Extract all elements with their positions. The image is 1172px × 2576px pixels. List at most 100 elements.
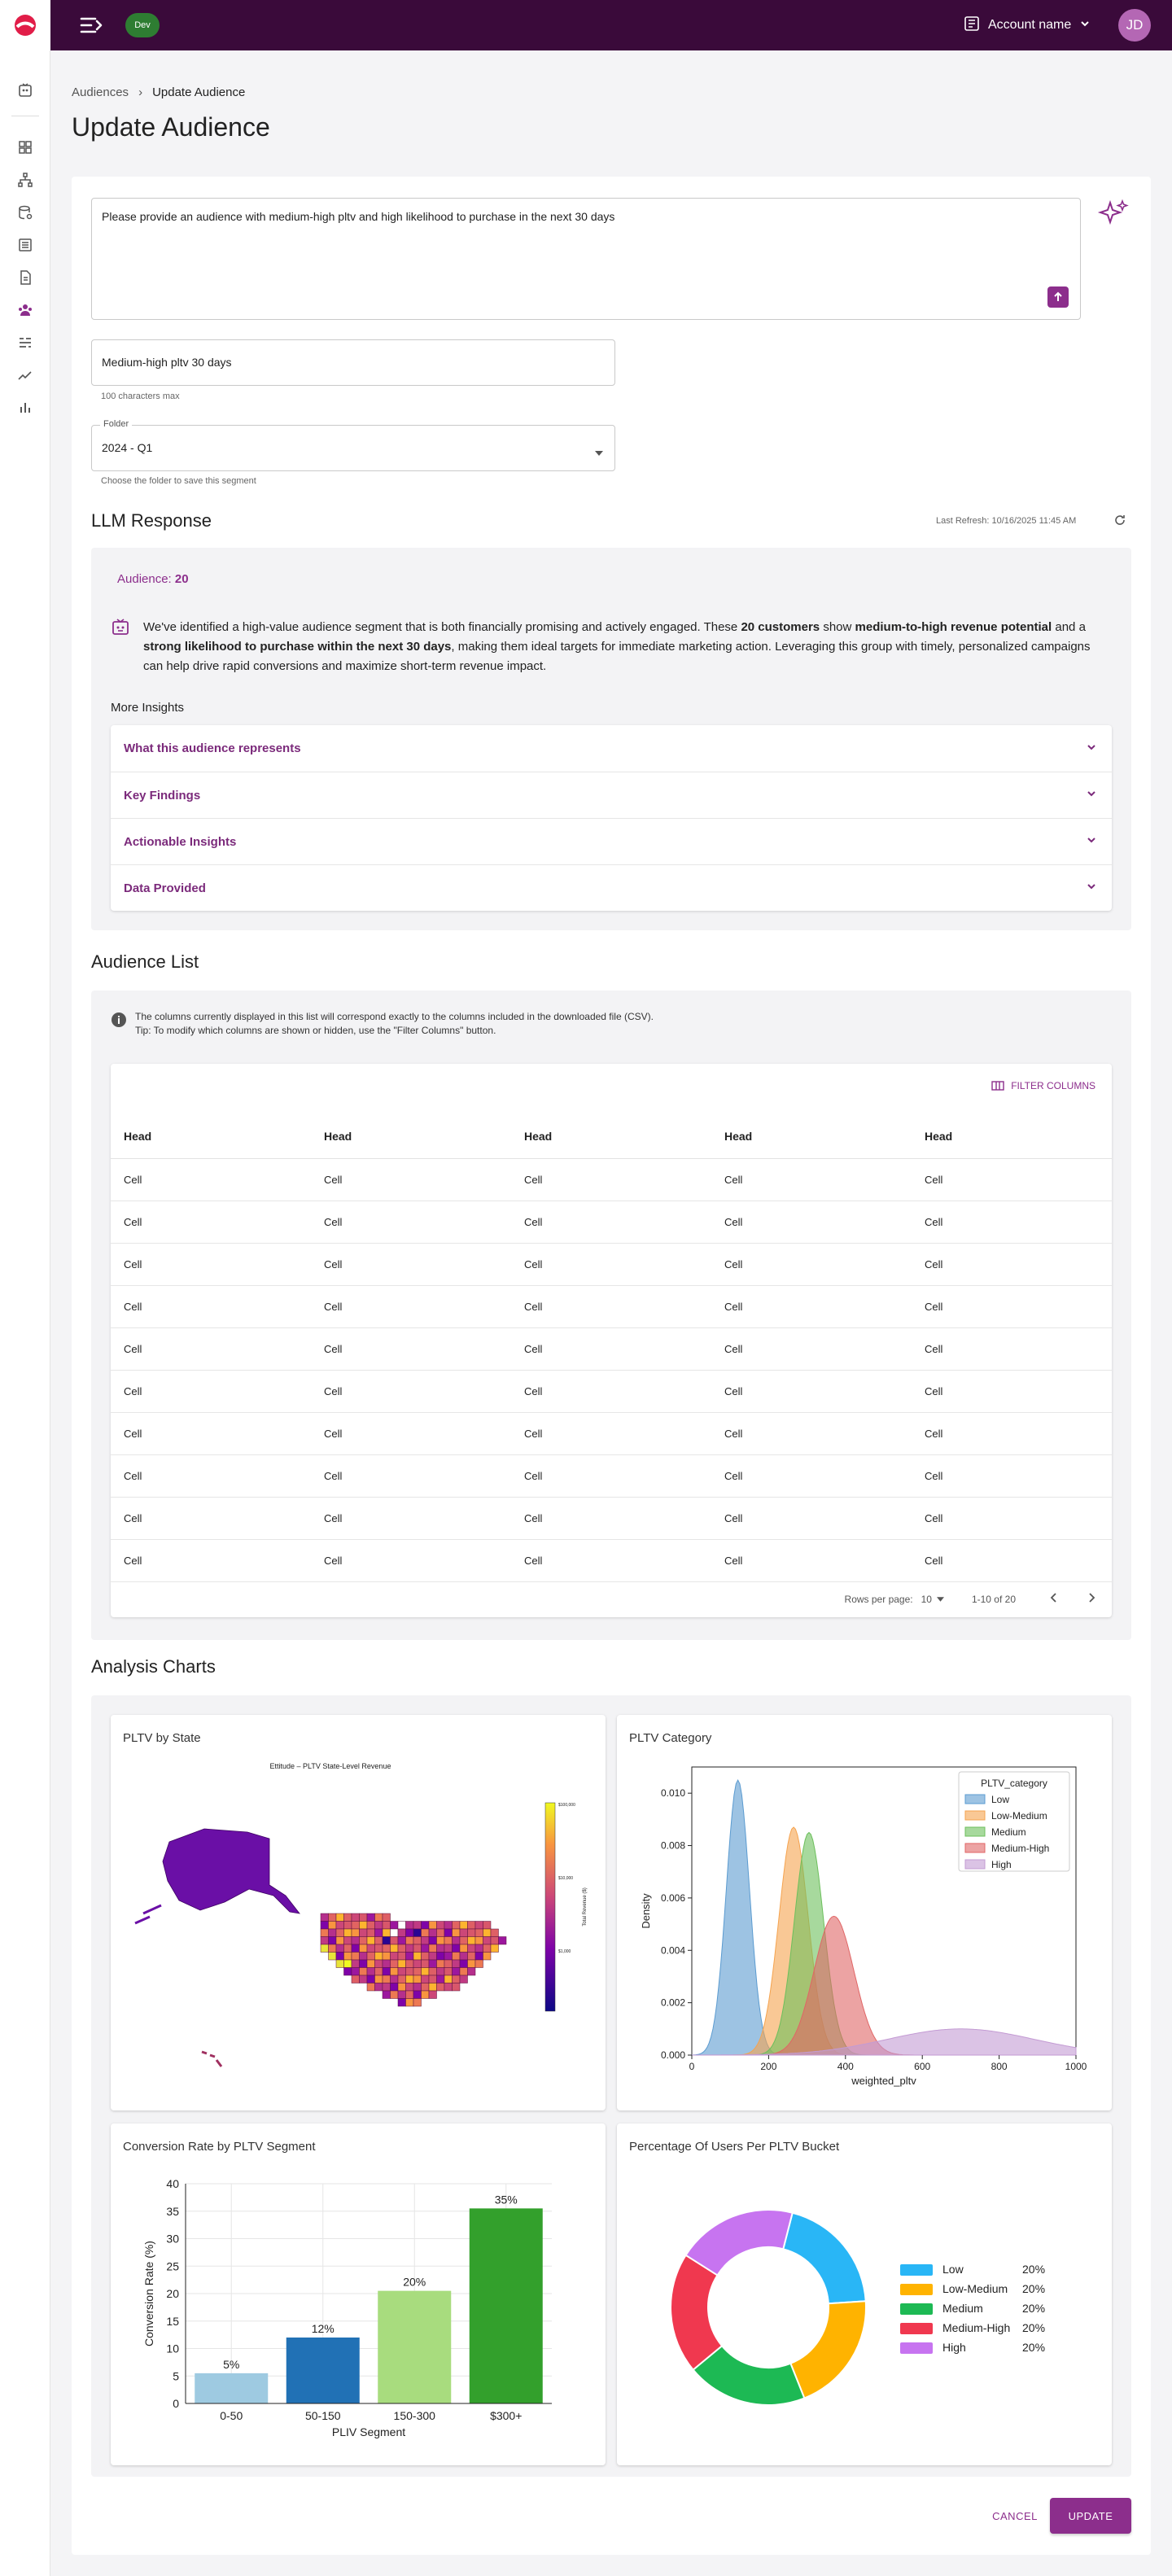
- chart-card-users-per-bucket: Percentage Of Users Per PLTV Bucket Low 2…: [617, 2123, 1112, 2465]
- update-button[interactable]: UPDATE: [1050, 2498, 1131, 2534]
- summary-bold-3: strong likelihood to purchase within the…: [143, 640, 452, 654]
- prompt-textarea[interactable]: Please provide an audience with medium-h…: [91, 198, 1081, 320]
- table-row[interactable]: Cell Cell Cell Cell Cell: [111, 1412, 1112, 1455]
- map-state-tile: [421, 1928, 430, 1937]
- table-cell: Cell: [311, 1327, 511, 1371]
- table-cell: Cell: [912, 1412, 1112, 1455]
- map-state-tile: [343, 1959, 352, 1968]
- list-icon[interactable]: [0, 229, 50, 261]
- table-cell: Cell: [111, 1327, 311, 1371]
- audience-name-input[interactable]: Medium-high pltv 30 days: [91, 339, 615, 386]
- document-icon[interactable]: [0, 261, 50, 294]
- map-state-tile: [343, 1944, 352, 1953]
- filter-columns-button[interactable]: FILTER COLUMNS: [991, 1080, 1095, 1091]
- map-state-tile: [374, 1975, 383, 1983]
- database-icon[interactable]: [0, 196, 50, 229]
- map-state-tile: [374, 1921, 383, 1930]
- table-cell: Cell: [511, 1412, 711, 1455]
- refresh-icon[interactable]: [1113, 514, 1126, 531]
- legend-label: Medium: [991, 1826, 1026, 1838]
- table-row[interactable]: Cell Cell Cell Cell Cell: [111, 1497, 1112, 1540]
- table-row[interactable]: Cell Cell Cell Cell Cell: [111, 1327, 1112, 1371]
- top-app-bar: Dev Account name JD: [0, 0, 1172, 50]
- table-row[interactable]: Cell Cell Cell Cell Cell: [111, 1454, 1112, 1498]
- map-state-tile: [405, 1952, 414, 1961]
- account-menu[interactable]: Account name: [964, 13, 1091, 37]
- accordion-item-actionable-insights[interactable]: Actionable Insights: [111, 818, 1112, 864]
- table-row[interactable]: Cell Cell Cell Cell Cell: [111, 1285, 1112, 1328]
- colorbar-tick: $1,000: [558, 1949, 571, 1954]
- pltv-by-state-map: Ettitude – PLTV State-Level Revenue: [134, 1762, 588, 2067]
- donut-slice-low: [782, 2211, 867, 2305]
- brand-logo[interactable]: [0, 0, 50, 50]
- last-refresh-text: Last Refresh: 10/16/2025 11:45 AM: [936, 516, 1077, 526]
- legend-label: Medium-High: [942, 2321, 1010, 2334]
- bar-150-300: [378, 2290, 452, 2403]
- rows-per-page-select[interactable]: 10: [921, 1594, 944, 1605]
- page-title: Update Audience: [72, 112, 270, 142]
- map-state-tile: [405, 1990, 414, 1999]
- map-state-tile: [459, 1921, 468, 1930]
- map-state-tile: [359, 1921, 368, 1930]
- map-state-tile: [436, 1983, 445, 1992]
- table-row[interactable]: Cell Cell Cell Cell Cell: [111, 1539, 1112, 1582]
- bar-chart-icon[interactable]: [0, 391, 50, 424]
- map-state-tile: [397, 1975, 406, 1983]
- x-tick-label: $300+: [490, 2409, 522, 2422]
- table-header-cell[interactable]: Head: [311, 1114, 511, 1159]
- map-state-tile: [374, 1944, 383, 1953]
- accordion-item-audience-represents[interactable]: What this audience represents: [111, 725, 1112, 772]
- map-state-tile: [374, 1928, 383, 1937]
- map-state-tile: [366, 1959, 375, 1968]
- table-header-cell[interactable]: Head: [711, 1114, 912, 1159]
- table-header-cell[interactable]: Head: [912, 1114, 1112, 1159]
- dashboard-icon[interactable]: [0, 131, 50, 164]
- hierarchy-icon[interactable]: [0, 164, 50, 196]
- map-state-tile: [405, 1998, 414, 2007]
- next-page-icon[interactable]: [1086, 1592, 1097, 1606]
- table-row[interactable]: Cell Cell Cell Cell Cell: [111, 1243, 1112, 1286]
- info-icon: [111, 1012, 127, 1032]
- audience-count-value: 20: [174, 572, 189, 586]
- legend-label: Low: [991, 1794, 1009, 1805]
- map-state-tile: [413, 1959, 422, 1968]
- audience-icon[interactable]: [0, 294, 50, 326]
- map-state-tile: [436, 1944, 445, 1953]
- rail-audience-builder-icon[interactable]: [0, 74, 50, 107]
- table-header-cell[interactable]: Head: [111, 1114, 311, 1159]
- table-row[interactable]: Cell Cell Cell Cell Cell: [111, 1370, 1112, 1413]
- legend-value: 20%: [1022, 2302, 1045, 2315]
- legend-swatch: [964, 1859, 986, 1870]
- accordion-item-data-provided[interactable]: Data Provided: [111, 864, 1112, 911]
- bar-value-label: 5%: [223, 2358, 239, 2371]
- table-row[interactable]: Cell Cell Cell Cell Cell: [111, 1201, 1112, 1244]
- map-state-tile: [444, 1944, 453, 1953]
- map-state-tile: [436, 1967, 445, 1976]
- chevron-down-icon: [1086, 741, 1097, 756]
- x-tick-label: 1000: [1065, 2061, 1087, 2072]
- map-state-tile: [374, 1959, 383, 1968]
- avatar[interactable]: JD: [1118, 9, 1151, 42]
- map-state-tile: [328, 1921, 337, 1930]
- menu-toggle-icon[interactable]: [80, 15, 104, 36]
- sparkle-icon[interactable]: [1097, 198, 1130, 234]
- table-cell: Cell: [912, 1327, 1112, 1371]
- legend-label: High: [991, 1859, 1012, 1870]
- segment-list-icon[interactable]: [0, 326, 50, 359]
- map-state-tile: [421, 1959, 430, 1968]
- map-state-tile: [351, 1928, 360, 1937]
- prev-page-icon[interactable]: [1048, 1592, 1060, 1606]
- submit-prompt-button[interactable]: [1047, 286, 1069, 308]
- cancel-button[interactable]: CANCEL: [992, 2509, 1038, 2522]
- table-cell: Cell: [511, 1497, 711, 1540]
- accordion-item-key-findings[interactable]: Key Findings: [111, 772, 1112, 818]
- map-state-tile: [413, 1990, 422, 1999]
- table-row[interactable]: Cell Cell Cell Cell Cell: [111, 1158, 1112, 1201]
- map-state-tile: [328, 1944, 337, 1953]
- table-header-cell[interactable]: Head: [511, 1114, 711, 1159]
- map-state-tile: [467, 1921, 476, 1930]
- breadcrumb-parent-link[interactable]: Audiences: [72, 85, 129, 99]
- folder-select[interactable]: Folder 2024 - Q1: [91, 419, 615, 471]
- trend-icon[interactable]: [0, 359, 50, 391]
- audience-count-label: Audience:: [117, 572, 172, 586]
